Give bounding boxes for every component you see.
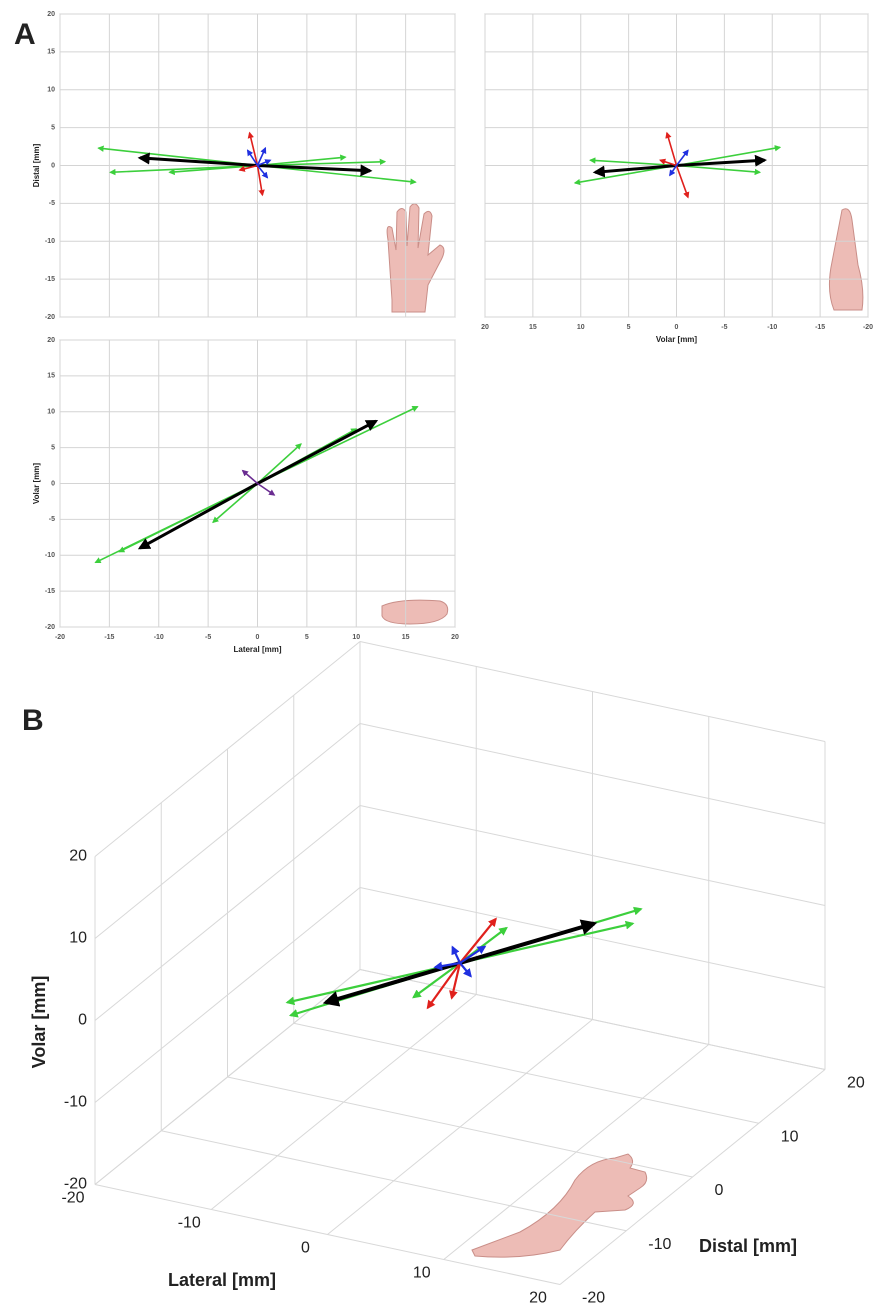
- vector-arrow: [595, 166, 676, 173]
- hand: [382, 600, 448, 624]
- x-tick-label: -5: [205, 634, 211, 641]
- z-axis-label: Volar [mm]: [29, 976, 49, 1069]
- vector-arrow: [667, 133, 677, 166]
- x-tick-label: 5: [305, 634, 309, 641]
- y-tick-label: -10: [648, 1236, 671, 1253]
- x-tick-label: 0: [675, 324, 679, 331]
- x-axis-label: Lateral [mm]: [233, 645, 281, 654]
- y-tick-label: 20: [47, 11, 55, 18]
- y-tick-label: 20: [47, 337, 55, 344]
- y-tick-label: 0: [51, 162, 55, 169]
- y-tick-label: 15: [47, 49, 55, 56]
- y-tick-label: 10: [781, 1128, 799, 1145]
- x-tick-label: 5: [627, 324, 631, 331]
- z-tick-label: -20: [64, 1176, 87, 1193]
- x-tick-label: 15: [529, 324, 537, 331]
- z-tick-label: 10: [69, 930, 87, 947]
- x-axis-label: Lateral [mm]: [168, 1270, 276, 1290]
- vector-arrow: [677, 166, 760, 173]
- z-tick-label: 20: [69, 848, 87, 865]
- x-tick-label: 20: [481, 324, 489, 331]
- x-tick-label: 20: [529, 1290, 547, 1303]
- x-tick-label: 0: [301, 1240, 310, 1257]
- hand-illustrations: [382, 204, 863, 1257]
- grid-line: [161, 1131, 626, 1231]
- x-tick-label: -10: [154, 634, 164, 641]
- y-tick-label: 5: [51, 444, 55, 451]
- vector-arrow: [460, 924, 594, 964]
- x-tick-label: -15: [815, 324, 825, 331]
- x-tick-label: 10: [352, 634, 360, 641]
- x-axis-label: Volar [mm]: [656, 335, 698, 344]
- grid-line: [95, 1185, 560, 1285]
- y-tick-label: 0: [715, 1182, 724, 1199]
- vector-arrow: [453, 947, 461, 963]
- vector-arrow: [326, 963, 460, 1003]
- x-tick-label: -15: [104, 634, 114, 641]
- y-tick-label: -10: [45, 552, 55, 559]
- x-tick-label: 15: [402, 634, 410, 641]
- x-tick-label: -20: [863, 324, 873, 331]
- vector-arrow: [258, 166, 371, 171]
- vector-arrow: [258, 421, 377, 483]
- x-tick-label: -5: [721, 324, 727, 331]
- hand: [387, 204, 444, 312]
- hand: [829, 209, 862, 310]
- y-tick-label: 15: [47, 373, 55, 380]
- vector-arrow: [243, 471, 258, 484]
- grid-line: [294, 1023, 759, 1123]
- y-tick-label: 10: [47, 409, 55, 416]
- y-tick-label: 5: [51, 124, 55, 131]
- vector-arrow: [677, 166, 688, 198]
- y-tick-label: -10: [45, 238, 55, 245]
- y-tick-label: -5: [49, 516, 55, 523]
- y-tick-label: 10: [47, 87, 55, 94]
- x-tick-label: -20: [55, 634, 65, 641]
- panel-label: A: [14, 18, 36, 51]
- x-tick-label: 20: [451, 634, 459, 641]
- x-tick-label: -10: [767, 324, 777, 331]
- y-axis-label: Volar [mm]: [32, 463, 41, 505]
- vector-arrow: [460, 963, 471, 976]
- y-axis-label: Distal [mm]: [32, 143, 41, 187]
- x-tick-label: 10: [413, 1265, 431, 1282]
- panel-label: B: [22, 704, 44, 737]
- x-tick-label: -10: [178, 1215, 201, 1232]
- x-tick-label: 10: [577, 324, 585, 331]
- y-tick-label: -15: [45, 588, 55, 595]
- z-tick-label: 0: [78, 1012, 87, 1029]
- y-tick-label: 0: [51, 480, 55, 487]
- vector-arrow: [140, 484, 258, 549]
- y-tick-label: -20: [45, 624, 55, 631]
- vector-arrow: [258, 484, 275, 495]
- y-axis-label: Distal [mm]: [699, 1236, 797, 1256]
- y-tick-label: -20: [45, 314, 55, 321]
- y-tick-label: -5: [49, 200, 55, 207]
- y-tick-label: -20: [582, 1290, 605, 1303]
- y-tick-label: -15: [45, 276, 55, 283]
- grid-line: [228, 1077, 693, 1177]
- y-tick-label: 20: [847, 1075, 865, 1092]
- z-tick-label: -10: [64, 1094, 87, 1111]
- figure: A B -20 -15 -10 -5 0 5 10 15 20 Distal [mm] 20 15 10…: [0, 0, 873, 1303]
- hand: [472, 1154, 647, 1257]
- x-tick-label: 0: [256, 634, 260, 641]
